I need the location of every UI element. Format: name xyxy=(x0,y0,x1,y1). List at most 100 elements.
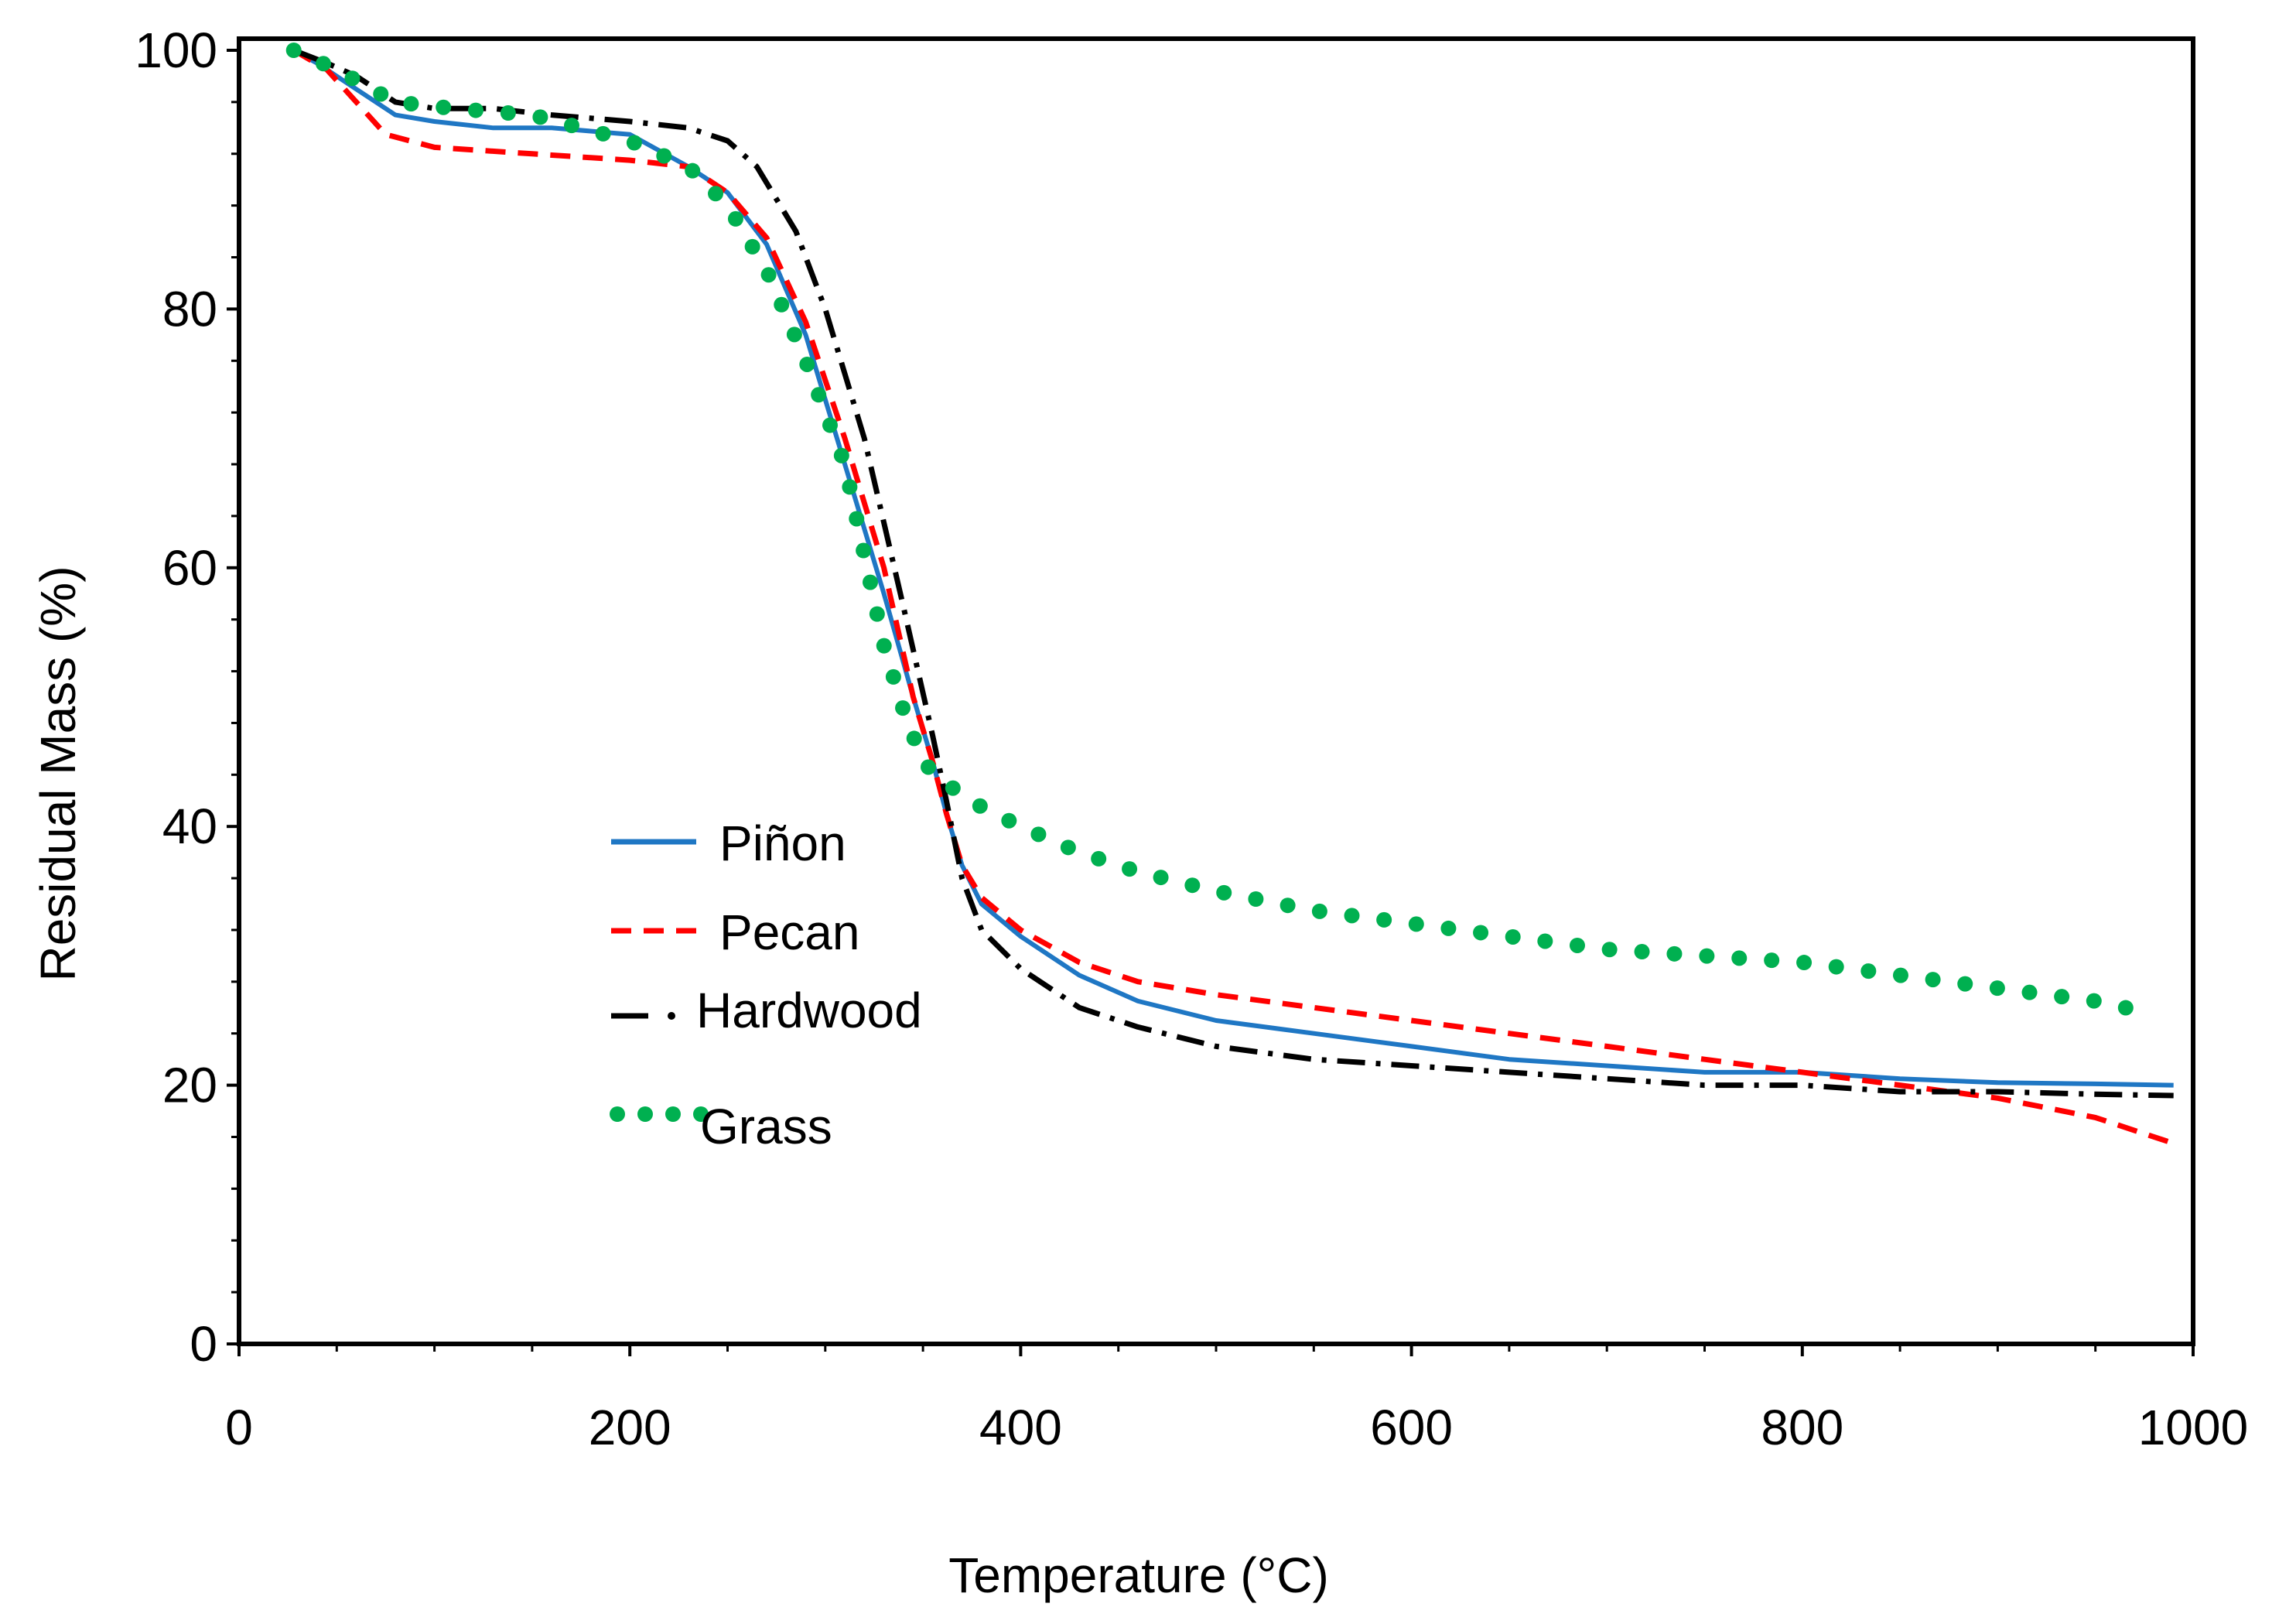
series-grass-marker xyxy=(811,387,827,403)
series-grass-marker xyxy=(1537,933,1553,949)
series-grass-marker xyxy=(1001,812,1017,829)
series-grass-marker xyxy=(1153,870,1169,886)
series-grass-marker xyxy=(774,296,790,313)
y-tick-label: 80 xyxy=(162,281,217,337)
series-grass-marker xyxy=(1376,911,1392,928)
series-grass-marker xyxy=(1699,948,1715,964)
series-grass-marker xyxy=(468,102,484,118)
series-layer xyxy=(285,43,2175,1147)
legend: Piñon Pecan Hardwood Grass xyxy=(610,815,922,1154)
x-tick-label: 400 xyxy=(979,1400,1062,1455)
series-grass-marker xyxy=(786,327,802,343)
series-grass-marker xyxy=(799,356,815,372)
series-grass-marker xyxy=(1030,826,1047,843)
legend-pi-on: Piñon xyxy=(611,815,846,871)
series-grass-marker xyxy=(344,70,360,87)
series-grass-marker xyxy=(1280,897,1296,914)
series-grass-marker xyxy=(1248,891,1264,908)
plot-frame xyxy=(237,36,2195,1346)
series-grass-marker xyxy=(1091,850,1107,867)
series-grass-marker xyxy=(1060,839,1076,856)
series-grass-marker xyxy=(500,105,516,121)
series-grass-marker xyxy=(895,700,911,716)
series-grass-marker xyxy=(685,162,701,179)
series-grass-marker xyxy=(2021,984,2038,1000)
legend-grass-swatch xyxy=(665,1106,681,1122)
series-grass-marker xyxy=(727,210,743,227)
y-tick-label: 20 xyxy=(162,1058,217,1113)
series-grass-marker xyxy=(822,417,838,433)
y-axis: 0 20 40 60 80 100 xyxy=(135,22,239,1372)
series-grass-marker xyxy=(906,730,922,747)
series-grass-marker xyxy=(1184,877,1201,894)
series-grass-marker xyxy=(862,574,878,590)
series-grass-marker xyxy=(2054,989,2070,1005)
x-tick-label: 800 xyxy=(1761,1400,1843,1455)
series-grass-marker xyxy=(1344,908,1360,924)
series-grass-marker xyxy=(1666,945,1683,962)
series-grass-marker xyxy=(626,135,642,151)
series-grass-marker xyxy=(921,759,937,775)
series-grass-marker xyxy=(564,118,580,134)
series-grass-marker xyxy=(708,186,724,202)
series-grass-marker xyxy=(842,479,858,495)
series-grass-marker xyxy=(316,56,332,72)
series-grass-marker xyxy=(2086,993,2102,1009)
series-grass-marker xyxy=(2117,1000,2134,1016)
series-grass-marker xyxy=(849,511,865,527)
series-grass-markers xyxy=(285,43,2134,1016)
x-tick-label: 200 xyxy=(589,1400,671,1455)
x-tick-label: 0 xyxy=(225,1400,253,1455)
legend-pecan-label: Pecan xyxy=(719,904,859,960)
series-grass-marker xyxy=(1957,976,1973,992)
series-grass-marker xyxy=(856,542,872,559)
series-grass-marker xyxy=(656,148,672,164)
x-tick-label: 1000 xyxy=(2138,1400,2248,1455)
series-grass-marker xyxy=(760,267,777,283)
legend-grass-swatch xyxy=(637,1106,653,1122)
legend-grass-label: Grass xyxy=(700,1099,832,1154)
y-tick-label: 40 xyxy=(162,798,217,854)
series-grass-marker xyxy=(1860,963,1877,980)
series-pecan-line xyxy=(292,47,2175,1147)
x-axis-title: Temperature (°C) xyxy=(948,1547,1329,1603)
series-grass-marker xyxy=(869,606,885,622)
legend-grass-swatch xyxy=(693,1106,709,1122)
legend-pecan: Pecan xyxy=(611,904,859,960)
series-grass-marker xyxy=(1569,937,1585,953)
series-grass-marker xyxy=(1925,972,1941,988)
series-grass-marker xyxy=(1408,916,1424,932)
series-grass-marker xyxy=(285,43,302,58)
series-grass-marker xyxy=(972,798,988,814)
series-grass-marker xyxy=(1505,928,1521,945)
series-hardwood-line xyxy=(292,47,2174,1099)
series-grass-marker xyxy=(1989,980,2005,997)
x-tick-label: 600 xyxy=(1370,1400,1453,1455)
x-axis: 0 200 400 600 800 1000 xyxy=(225,1344,2248,1455)
y-tick-label: 60 xyxy=(162,540,217,596)
series-grass-marker xyxy=(403,96,419,112)
legend-grass: Grass xyxy=(610,1099,832,1154)
series-grass-marker xyxy=(1122,861,1138,877)
legend-pi-on-label: Piñon xyxy=(719,815,846,871)
series-grass-marker xyxy=(532,109,548,125)
series-grass-marker xyxy=(885,668,901,685)
series-grass-marker xyxy=(1473,925,1489,941)
y-tick-label: 0 xyxy=(190,1316,217,1372)
series-grass-marker xyxy=(436,99,452,115)
series-grass-marker xyxy=(595,125,611,142)
series-grass-marker xyxy=(945,780,961,796)
series-grass-marker xyxy=(1311,903,1327,919)
series-grass-marker xyxy=(1764,952,1780,969)
series-grass-marker xyxy=(1440,920,1457,936)
series-grass-marker xyxy=(373,86,389,102)
series-grass-marker xyxy=(1796,955,1813,971)
series-grass-marker xyxy=(1731,950,1748,966)
legend-grass-swatch xyxy=(610,1106,625,1122)
series-grass-marker xyxy=(876,638,892,654)
y-tick-label: 100 xyxy=(135,22,217,78)
y-axis-title: Residual Mass (%) xyxy=(30,566,86,981)
series-grass-marker xyxy=(1216,884,1232,901)
legend-hardwood: Hardwood xyxy=(611,983,922,1038)
